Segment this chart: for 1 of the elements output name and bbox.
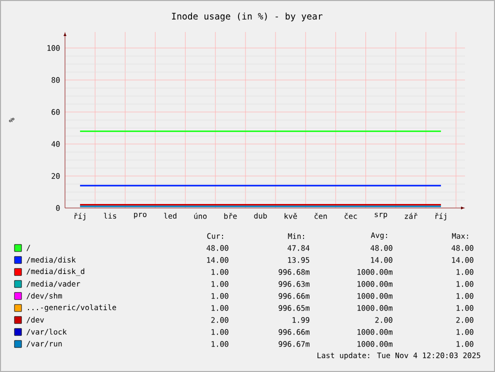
- chart-title: Inode usage (in %) - by year: [172, 12, 323, 22]
